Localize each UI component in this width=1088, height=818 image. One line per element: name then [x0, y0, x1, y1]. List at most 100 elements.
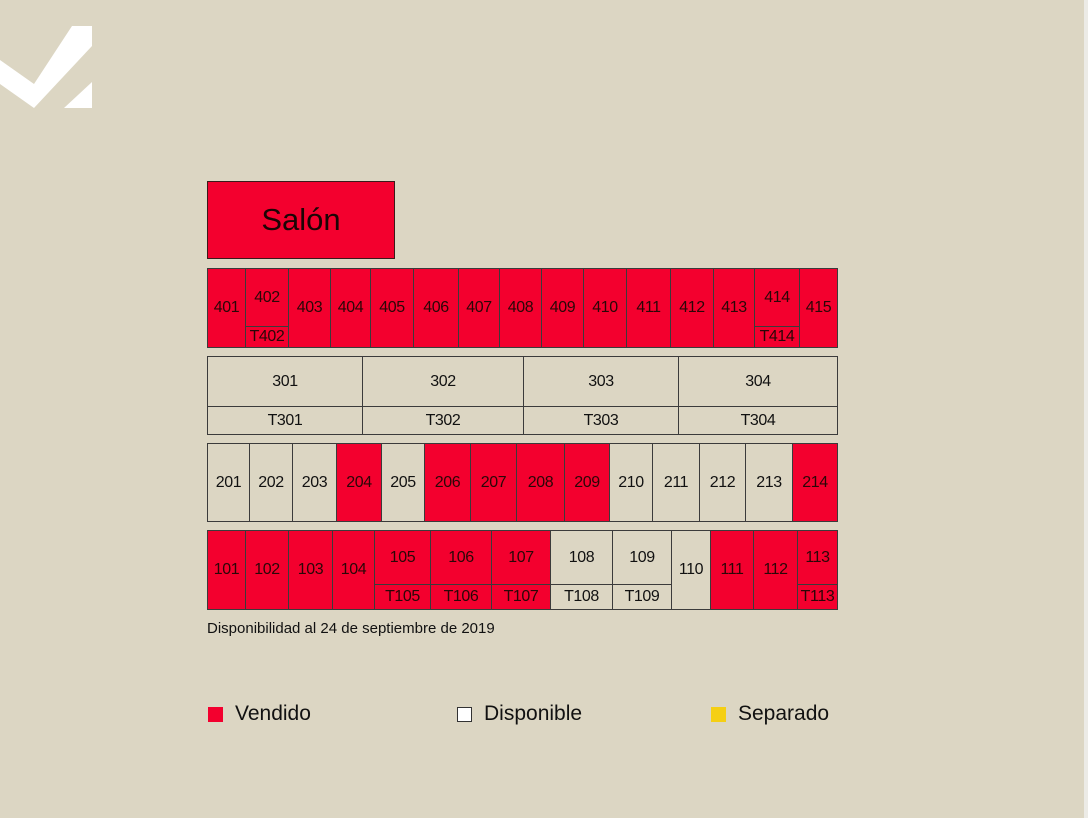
- unit-212[interactable]: 212: [699, 444, 745, 521]
- unit-112[interactable]: 112: [753, 531, 797, 609]
- unit-number: 103: [297, 561, 324, 578]
- unit-number: 101: [213, 561, 240, 578]
- unit-number: 212: [709, 473, 736, 491]
- unit-number: 213: [756, 473, 782, 491]
- unit-number: 404: [337, 299, 364, 316]
- unit-number: 211: [663, 473, 689, 491]
- unit-201[interactable]: 201: [208, 444, 249, 521]
- unit-number: 113: [805, 548, 830, 566]
- unit-207[interactable]: 207: [470, 444, 516, 521]
- unit-415[interactable]: 415: [799, 269, 837, 347]
- unit-205[interactable]: 205: [381, 444, 424, 521]
- unit-109[interactable]: 109 T109: [612, 531, 671, 609]
- unit-203[interactable]: 203: [292, 444, 336, 521]
- unit-111[interactable]: 111: [710, 531, 753, 609]
- terrace-label: T402: [246, 326, 288, 347]
- unit-410[interactable]: 410: [583, 269, 626, 347]
- unit-409[interactable]: 409: [541, 269, 583, 347]
- unit-209[interactable]: 209: [564, 444, 609, 521]
- unit-303[interactable]: 303 T303: [523, 357, 678, 434]
- unit-404[interactable]: 404: [330, 269, 370, 347]
- unit-104[interactable]: 104: [332, 531, 374, 609]
- terrace-label: T414: [755, 326, 799, 347]
- terrace-label: T113: [798, 584, 837, 609]
- terrace-label: T108: [551, 584, 612, 609]
- right-edge: [1084, 0, 1088, 818]
- terrace-label: T105: [375, 584, 430, 609]
- unit-301[interactable]: 301 T301: [208, 357, 362, 434]
- unit-106[interactable]: 106 T106: [430, 531, 491, 609]
- floor-2: 201 202 203 204 205 206 207 208 209 210 211 212 213 2…: [207, 443, 838, 522]
- unit-206[interactable]: 206: [424, 444, 470, 521]
- unit-number: 208: [527, 473, 554, 491]
- unit-408[interactable]: 408: [499, 269, 541, 347]
- unit-number: 108: [568, 548, 595, 566]
- terrace-label: T106: [431, 584, 491, 609]
- unit-411[interactable]: 411: [626, 269, 670, 347]
- unit-101[interactable]: 101: [208, 531, 245, 609]
- availability-caption: Disponibilidad al 24 de septiembre de 20…: [207, 620, 495, 637]
- floor-3: 301 T301 302 T302 303 T303 304 T304: [207, 356, 838, 435]
- unit-number: 401: [213, 299, 240, 316]
- floor-4: 401 402 T402 403 404 405 406 407 408 409 410 411 412…: [207, 268, 838, 348]
- vendido-swatch: [208, 706, 223, 722]
- unit-number: 105: [389, 548, 416, 566]
- terrace-label: T304: [679, 406, 837, 434]
- salon-block[interactable]: Salón: [207, 181, 395, 259]
- unit-402[interactable]: 402 T402: [245, 269, 288, 347]
- unit-number: 403: [296, 299, 323, 316]
- unit-number: 304: [745, 372, 771, 390]
- legend-disponible: Disponible: [457, 702, 582, 726]
- unit-413[interactable]: 413: [713, 269, 754, 347]
- unit-number: 201: [215, 473, 242, 491]
- unit-208[interactable]: 208: [516, 444, 564, 521]
- unit-304[interactable]: 304 T304: [678, 357, 837, 434]
- unit-412[interactable]: 412: [670, 269, 713, 347]
- unit-214[interactable]: 214: [792, 444, 837, 521]
- unit-number: 202: [258, 473, 284, 491]
- unit-number: 411: [636, 299, 661, 316]
- unit-110[interactable]: 110: [671, 531, 710, 609]
- legend-vendido: Vendido: [208, 702, 311, 726]
- unit-number: 410: [592, 299, 618, 316]
- unit-number: 414: [764, 288, 790, 306]
- unit-number: 303: [588, 372, 614, 390]
- unit-number: 413: [721, 299, 747, 316]
- unit-number: 112: [763, 561, 788, 578]
- unit-113[interactable]: 113 T113: [797, 531, 837, 609]
- unit-108[interactable]: 108 T108: [550, 531, 612, 609]
- unit-number: 107: [508, 548, 534, 566]
- unit-210[interactable]: 210: [609, 444, 652, 521]
- terrace-label: T302: [363, 406, 523, 434]
- unit-407[interactable]: 407: [458, 269, 499, 347]
- legend-separado: Separado: [711, 702, 829, 726]
- unit-number: 205: [390, 473, 416, 491]
- disponible-swatch: [457, 706, 472, 722]
- brand-check-logo: [0, 26, 92, 108]
- unit-414[interactable]: 414 T414: [754, 269, 799, 347]
- unit-202[interactable]: 202: [249, 444, 292, 521]
- unit-number: 405: [379, 299, 405, 316]
- unit-103[interactable]: 103: [288, 531, 332, 609]
- unit-105[interactable]: 105 T105: [374, 531, 430, 609]
- unit-107[interactable]: 107 T107: [491, 531, 550, 609]
- unit-401[interactable]: 401: [208, 269, 245, 347]
- unit-number: 109: [629, 548, 655, 566]
- unit-number: 206: [434, 473, 461, 491]
- unit-number: 110: [678, 561, 704, 578]
- unit-102[interactable]: 102: [245, 531, 288, 609]
- unit-406[interactable]: 406: [413, 269, 458, 347]
- unit-204[interactable]: 204: [336, 444, 381, 521]
- unit-number: 207: [480, 473, 507, 491]
- unit-211[interactable]: 211: [652, 444, 699, 521]
- unit-302[interactable]: 302 T302: [362, 357, 523, 434]
- unit-number: 408: [507, 299, 534, 316]
- unit-number: 415: [805, 299, 832, 316]
- unit-number: 102: [254, 561, 280, 578]
- salon-label: Salón: [261, 202, 341, 237]
- unit-213[interactable]: 213: [745, 444, 792, 521]
- unit-403[interactable]: 403: [288, 269, 330, 347]
- unit-405[interactable]: 405: [370, 269, 413, 347]
- unit-number: 106: [448, 548, 474, 566]
- unit-number: 406: [423, 299, 449, 316]
